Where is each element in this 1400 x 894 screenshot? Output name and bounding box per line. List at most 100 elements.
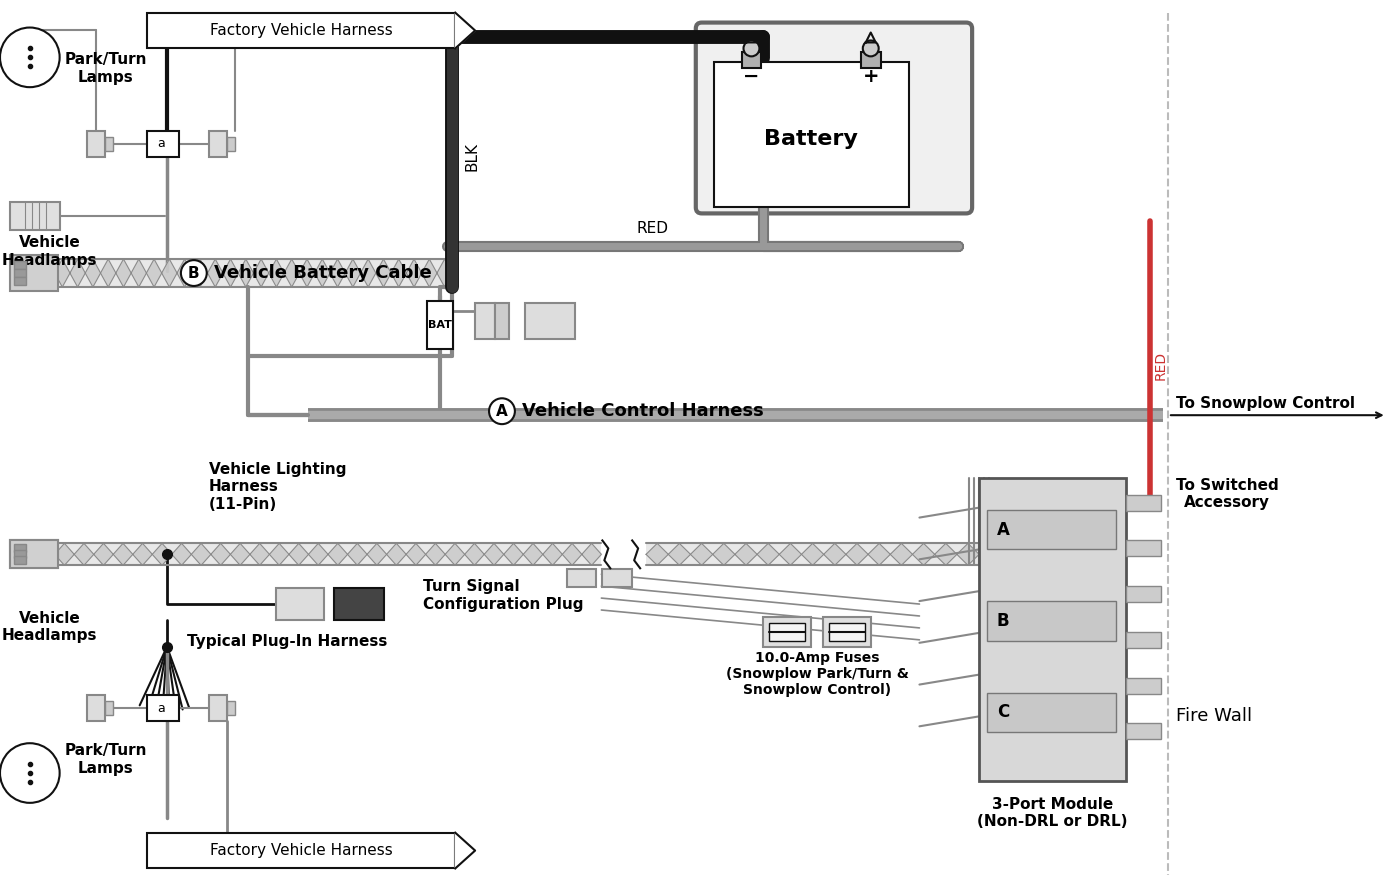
Text: 3-Port Module
(Non-DRL or DRL): 3-Port Module (Non-DRL or DRL) [977, 797, 1128, 830]
Polygon shape [85, 259, 101, 287]
Polygon shape [284, 259, 300, 287]
Bar [742, 53, 762, 68]
Polygon shape [330, 259, 346, 287]
Polygon shape [238, 259, 253, 287]
Polygon shape [269, 259, 284, 287]
Bar [979, 477, 1126, 781]
Polygon shape [94, 544, 113, 565]
Bar [1126, 723, 1161, 739]
Bar [10, 255, 57, 291]
Polygon shape [347, 544, 367, 565]
Polygon shape [890, 544, 913, 565]
Bar [10, 202, 60, 231]
Bar [1126, 541, 1161, 556]
Text: Typical Plug-In Harness: Typical Plug-In Harness [186, 634, 388, 649]
Polygon shape [484, 544, 504, 565]
Polygon shape [823, 544, 846, 565]
Polygon shape [386, 544, 406, 565]
Polygon shape [757, 544, 780, 565]
Polygon shape [346, 259, 361, 287]
Text: B: B [188, 266, 200, 281]
Bar [147, 13, 455, 48]
Polygon shape [55, 544, 74, 565]
Polygon shape [801, 544, 823, 565]
Text: To Snowplow Control: To Snowplow Control [1176, 396, 1355, 411]
Polygon shape [935, 544, 956, 565]
Polygon shape [713, 544, 735, 565]
Polygon shape [846, 544, 868, 565]
Polygon shape [445, 544, 465, 565]
Polygon shape [426, 544, 445, 565]
Bar [147, 832, 455, 868]
Text: 10.0-Amp Fuses
(Snowplow Park/Turn &
Snowplow Control): 10.0-Amp Fuses (Snowplow Park/Turn & Sno… [725, 651, 909, 697]
Text: A: A [496, 404, 508, 418]
Circle shape [0, 28, 60, 88]
Polygon shape [74, 544, 94, 565]
Polygon shape [645, 544, 668, 565]
Text: Vehicle
Headlamps: Vehicle Headlamps [1, 611, 98, 644]
Polygon shape [308, 544, 328, 565]
Polygon shape [116, 259, 132, 287]
Text: Park/Turn
Lamps: Park/Turn Lamps [64, 743, 147, 776]
Polygon shape [582, 544, 602, 565]
Polygon shape [524, 544, 543, 565]
Circle shape [862, 40, 879, 56]
Bar [14, 277, 25, 285]
Polygon shape [406, 259, 421, 287]
Circle shape [181, 260, 207, 286]
Text: C: C [997, 704, 1009, 721]
Polygon shape [153, 544, 172, 565]
Bar [14, 551, 25, 559]
Text: Turn Signal
Configuration Plug: Turn Signal Configuration Plug [423, 579, 584, 611]
Bar [770, 623, 805, 641]
Bar [14, 261, 25, 269]
Bar [714, 63, 909, 207]
Bar [602, 569, 633, 587]
Bar [14, 556, 25, 564]
Bar [987, 510, 1116, 550]
Polygon shape [780, 544, 801, 565]
Text: B: B [997, 612, 1009, 630]
Polygon shape [563, 544, 582, 565]
Bar [823, 617, 871, 646]
Bar [525, 303, 574, 339]
Polygon shape [253, 259, 269, 287]
Polygon shape [101, 259, 116, 287]
Circle shape [0, 743, 60, 803]
Bar [1126, 678, 1161, 694]
Polygon shape [315, 259, 330, 287]
Text: Battery: Battery [764, 129, 858, 149]
Polygon shape [375, 259, 391, 287]
Polygon shape [361, 259, 375, 287]
Text: Vehicle
Headlamps: Vehicle Headlamps [1, 235, 98, 267]
Bar [10, 541, 57, 569]
Bar [427, 301, 454, 349]
Polygon shape [192, 259, 207, 287]
Text: Park/Turn
Lamps: Park/Turn Lamps [64, 53, 147, 85]
Polygon shape [868, 544, 890, 565]
Polygon shape [269, 544, 288, 565]
Bar [14, 269, 25, 277]
Bar [105, 702, 113, 715]
Text: BLK: BLK [465, 142, 479, 172]
Polygon shape [504, 544, 524, 565]
Bar [209, 131, 227, 156]
Circle shape [489, 399, 515, 424]
Text: To Switched
Accessory: To Switched Accessory [1176, 477, 1278, 510]
Polygon shape [328, 544, 347, 565]
Polygon shape [176, 259, 192, 287]
Polygon shape [162, 259, 176, 287]
Bar [87, 696, 105, 721]
Bar [496, 303, 510, 339]
FancyBboxPatch shape [696, 22, 972, 214]
Polygon shape [288, 544, 308, 565]
Polygon shape [690, 544, 713, 565]
Bar [1126, 586, 1161, 602]
Polygon shape [223, 259, 238, 287]
Text: Factory Vehicle Harness: Factory Vehicle Harness [210, 23, 392, 38]
Bar [987, 693, 1116, 732]
Polygon shape [70, 259, 85, 287]
Bar [55, 544, 602, 565]
Bar [209, 696, 227, 721]
Bar [763, 617, 811, 646]
